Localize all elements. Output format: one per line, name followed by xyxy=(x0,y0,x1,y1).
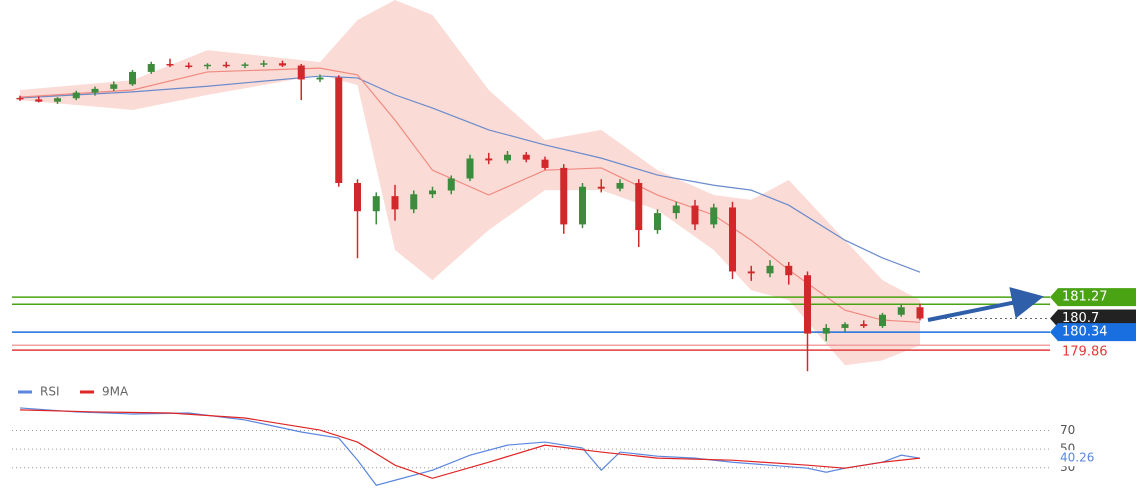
candle-body xyxy=(372,196,380,212)
candle-body xyxy=(579,186,586,225)
candle-body xyxy=(691,205,699,225)
candle-body xyxy=(522,154,530,160)
candle-body xyxy=(485,158,493,161)
candle-body xyxy=(297,65,305,80)
candle-body xyxy=(91,88,99,93)
candle-body xyxy=(822,327,830,334)
candle-body xyxy=(560,167,568,225)
forecast-arrow xyxy=(927,287,1044,322)
candle-body xyxy=(316,77,324,80)
candle-body xyxy=(335,77,343,183)
candle-body xyxy=(597,186,605,189)
candle-body xyxy=(616,182,624,189)
candle-body xyxy=(72,92,80,99)
candle-body xyxy=(785,265,793,276)
candle-body xyxy=(410,194,418,210)
candle-body xyxy=(16,97,24,100)
candle-body xyxy=(466,158,474,179)
candle-body xyxy=(429,190,436,195)
candle-body xyxy=(841,324,849,328)
candle-body xyxy=(129,71,136,85)
candle-body xyxy=(541,159,549,168)
candle-body xyxy=(147,64,155,72)
rsi-value-label: 40.26 xyxy=(1060,451,1094,465)
candle-body xyxy=(241,64,249,66)
price-tag-label: 181.27 xyxy=(1062,290,1108,305)
candle-body xyxy=(916,307,924,319)
legend-label: RSI xyxy=(40,385,60,399)
candle-body xyxy=(35,99,43,102)
candle-body xyxy=(391,196,399,210)
value-tag-bg xyxy=(1055,450,1101,467)
price-tag-label: 180.34 xyxy=(1062,325,1108,340)
price-tag xyxy=(1050,288,1136,307)
candle-body xyxy=(860,324,868,327)
y-tick-label: 70 xyxy=(1060,423,1075,437)
candle-body xyxy=(747,271,755,274)
price-label: 179.86 xyxy=(1062,345,1108,360)
candle-body xyxy=(879,314,886,327)
candle-body xyxy=(185,65,193,68)
candle-body xyxy=(710,207,718,225)
price-tag-label: 180.7 xyxy=(1062,311,1099,326)
slow-ma-line xyxy=(19,75,921,273)
candle-body xyxy=(635,182,643,231)
price-tag xyxy=(1050,309,1136,328)
candle-body xyxy=(54,98,61,102)
candle-body xyxy=(110,84,118,89)
candle-body xyxy=(729,207,736,272)
candle-body xyxy=(447,178,455,191)
candle-body xyxy=(166,64,174,66)
series-line xyxy=(19,407,921,486)
candle-body xyxy=(354,182,361,212)
price-tag xyxy=(1050,323,1136,342)
legend-label: 9MA xyxy=(102,385,129,399)
candle-body xyxy=(204,64,211,67)
candle-body xyxy=(504,154,511,161)
series-line xyxy=(19,409,921,479)
candle-body xyxy=(766,265,774,274)
candle-body xyxy=(804,275,811,334)
candle-body xyxy=(654,213,661,231)
candle-body xyxy=(260,63,268,65)
candle-body xyxy=(672,205,680,214)
candle-body xyxy=(279,63,286,66)
candle-body xyxy=(897,307,905,315)
bollinger-band xyxy=(20,0,920,366)
candle-body xyxy=(222,64,230,67)
